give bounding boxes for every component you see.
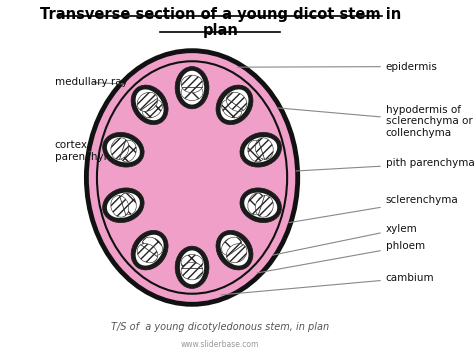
Text: sclerenchyma: sclerenchyma bbox=[289, 195, 458, 223]
Ellipse shape bbox=[136, 89, 164, 120]
Ellipse shape bbox=[181, 75, 203, 93]
Ellipse shape bbox=[244, 192, 277, 218]
Text: Transverse section of a young dicot stem in: Transverse section of a young dicot stem… bbox=[40, 7, 401, 22]
Text: hypodermis of
sclerenchyma or
collenchyma: hypodermis of sclerenchyma or collenchym… bbox=[278, 104, 473, 138]
Ellipse shape bbox=[216, 85, 253, 125]
Text: xylem: xylem bbox=[273, 224, 418, 255]
Ellipse shape bbox=[180, 250, 204, 284]
Text: cortex
parenchyma: cortex parenchyma bbox=[55, 140, 120, 162]
Text: T/S of  a young dicotyledonous stem, in plan: T/S of a young dicotyledonous stem, in p… bbox=[111, 322, 329, 332]
Ellipse shape bbox=[107, 137, 140, 163]
Text: medullary ray: medullary ray bbox=[55, 77, 128, 87]
Ellipse shape bbox=[107, 192, 140, 218]
Ellipse shape bbox=[255, 196, 273, 217]
Ellipse shape bbox=[142, 99, 163, 118]
Text: epidermis: epidermis bbox=[237, 61, 438, 72]
Ellipse shape bbox=[137, 244, 158, 263]
Ellipse shape bbox=[142, 237, 163, 256]
Ellipse shape bbox=[111, 196, 129, 217]
Ellipse shape bbox=[222, 237, 242, 256]
Ellipse shape bbox=[131, 230, 168, 270]
Ellipse shape bbox=[111, 138, 129, 159]
Ellipse shape bbox=[131, 85, 168, 125]
Text: cambium: cambium bbox=[221, 273, 434, 295]
Text: www.sliderbase.com: www.sliderbase.com bbox=[181, 340, 259, 349]
Ellipse shape bbox=[181, 84, 203, 100]
Ellipse shape bbox=[180, 71, 204, 105]
Ellipse shape bbox=[175, 246, 209, 289]
Ellipse shape bbox=[227, 244, 247, 263]
Ellipse shape bbox=[119, 141, 137, 162]
Ellipse shape bbox=[86, 51, 298, 304]
Ellipse shape bbox=[137, 92, 158, 111]
Ellipse shape bbox=[220, 235, 248, 266]
Text: plan: plan bbox=[202, 22, 238, 38]
Ellipse shape bbox=[244, 137, 277, 163]
Ellipse shape bbox=[181, 262, 203, 280]
Ellipse shape bbox=[175, 66, 209, 109]
Ellipse shape bbox=[220, 89, 248, 120]
Ellipse shape bbox=[119, 193, 137, 214]
Text: pith parenchyma: pith parenchyma bbox=[296, 158, 474, 171]
Ellipse shape bbox=[222, 99, 242, 118]
Ellipse shape bbox=[240, 132, 282, 167]
Text: phloem: phloem bbox=[257, 241, 425, 273]
Ellipse shape bbox=[216, 230, 253, 270]
Ellipse shape bbox=[227, 92, 247, 111]
Ellipse shape bbox=[255, 138, 273, 159]
Ellipse shape bbox=[181, 255, 203, 271]
Ellipse shape bbox=[102, 188, 144, 223]
Ellipse shape bbox=[102, 132, 144, 167]
Ellipse shape bbox=[248, 193, 264, 214]
Ellipse shape bbox=[240, 188, 282, 223]
Ellipse shape bbox=[136, 235, 164, 266]
Ellipse shape bbox=[248, 141, 264, 162]
